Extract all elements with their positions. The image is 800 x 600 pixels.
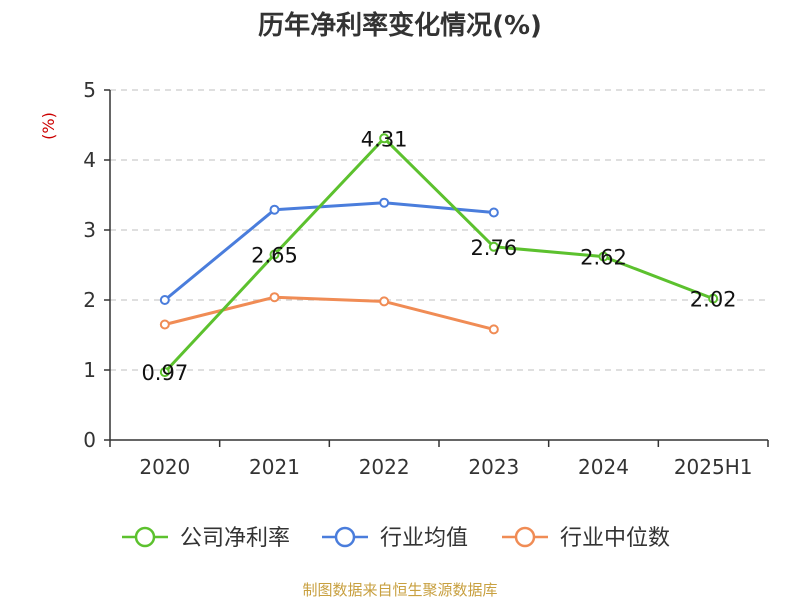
- series-lines: [159, 133, 719, 378]
- x-tick-label-2022: 2022: [359, 455, 410, 479]
- series-line-0: [163, 136, 714, 374]
- data-label-0-1: 2.65: [251, 244, 298, 268]
- series-0-point-0: [159, 367, 170, 378]
- data-label-0-0: 0.97: [141, 361, 188, 385]
- y-tick-label-0: 0: [83, 428, 96, 452]
- series-2: [159, 292, 499, 335]
- series-line-2: [164, 295, 495, 331]
- series-0-point-4: [598, 251, 609, 262]
- legend: 公司净利率 行业均值 行业中位数: [122, 526, 670, 551]
- legend-label-0: 公司净利率: [180, 526, 290, 551]
- data-labels: 0.97 2.65 4.31 2.76 2.62 2.02: [141, 127, 736, 385]
- x-tick-label-2023: 2023: [468, 455, 519, 479]
- series-0-point-2: [379, 133, 390, 144]
- y-tick-label-2: 2: [83, 288, 96, 312]
- legend-label-2: 行业中位数: [560, 526, 670, 551]
- x-tick-label-2024: 2024: [578, 455, 629, 479]
- series-1-point-2: [379, 197, 390, 208]
- legend-swatch-marker-2: [514, 526, 536, 548]
- data-label-0-4: 2.62: [580, 246, 627, 270]
- series-0-point-3: [488, 241, 499, 252]
- series-1-point-1: [269, 204, 280, 215]
- series-2-point-0: [159, 319, 170, 330]
- series-2-point-1: [269, 292, 280, 303]
- x-tick-label-2025H1: 2025H1: [674, 455, 753, 479]
- series-1-point-0: [159, 295, 170, 305]
- legend-label-1: 行业均值: [380, 526, 468, 551]
- series-line-1: [163, 201, 494, 302]
- legend-item-0: 公司净利率: [122, 526, 290, 551]
- legend-swatch-marker-1: [334, 526, 356, 548]
- series-0-point-5: [708, 293, 719, 304]
- series-2-point-2: [379, 296, 390, 307]
- y-tick-label-3: 3: [83, 218, 96, 242]
- y-tick-label-1: 1: [83, 358, 96, 382]
- source-note: 制图数据来自恒生聚源数据库: [302, 581, 497, 599]
- legend-item-2: 行业中位数: [502, 526, 670, 551]
- x-tick-label-2020: 2020: [139, 455, 190, 479]
- data-label-0-2: 4.31: [361, 127, 408, 151]
- series-1: [159, 197, 499, 305]
- series-1-point-3: [488, 207, 499, 218]
- series-2-point-3: [488, 324, 499, 335]
- chart-title: 历年净利率变化情况(%): [258, 10, 542, 41]
- gridlines: [110, 89, 768, 371]
- x-tick-label-2021: 2021: [249, 455, 300, 479]
- y-tick-label-5: 5: [83, 78, 96, 102]
- legend-item-1: 行业均值: [322, 526, 468, 551]
- legend-swatch-marker-0: [134, 526, 156, 548]
- axes: 0 1 2 3 4 5 2020 2021 2022 2023 2024 2025H1: [83, 78, 769, 479]
- y-axis-unit-label: (%): [39, 112, 58, 140]
- y-tick-label-4: 4: [83, 148, 96, 172]
- series-0: [159, 133, 719, 378]
- data-label-0-3: 2.76: [470, 236, 517, 260]
- series-0-point-1: [269, 249, 280, 260]
- data-label-0-5: 2.02: [690, 288, 737, 312]
